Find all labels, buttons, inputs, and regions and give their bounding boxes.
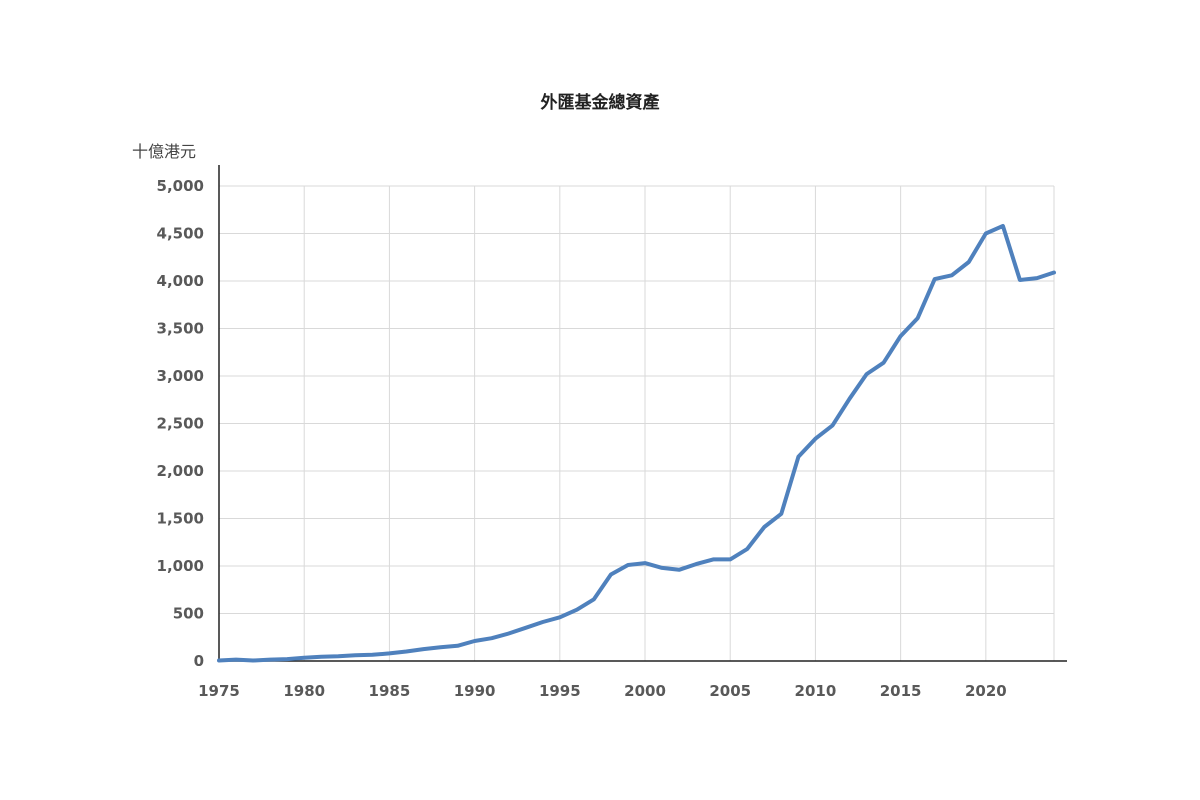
x-tick-label: 1995 — [539, 682, 581, 700]
gridlines — [219, 185, 1055, 661]
series-layer — [217, 223, 1056, 663]
x-tick-label: 2020 — [965, 682, 1007, 700]
x-tick-label: 2010 — [795, 682, 837, 700]
y-tick-label: 5,000 — [157, 177, 204, 195]
y-tick-label: 0 — [194, 652, 204, 670]
axes — [218, 165, 1067, 662]
series-line — [217, 223, 1056, 663]
x-tick-label: 1975 — [198, 682, 240, 700]
y-axis-unit-label: 十億港元 — [132, 142, 196, 161]
x-tick-label: 1990 — [454, 682, 496, 700]
y-tick-label: 3,000 — [157, 367, 204, 385]
x-axis-ticks: 1975 1980 1985 1990 1995 2000 2005 2010 2015 2020 — [198, 682, 1007, 700]
y-tick-label: 4,000 — [157, 272, 204, 290]
x-tick-label: 2000 — [624, 682, 666, 700]
y-tick-label: 2,000 — [157, 462, 204, 480]
x-tick-label: 1980 — [283, 682, 325, 700]
x-tick-label: 2015 — [880, 682, 922, 700]
y-tick-label: 1,500 — [157, 510, 204, 528]
x-tick-label: 1985 — [369, 682, 411, 700]
y-tick-label: 4,500 — [157, 225, 204, 243]
y-tick-label: 2,500 — [157, 415, 204, 433]
chart-title: 外匯基金總資產 — [541, 92, 660, 113]
y-tick-label: 3,500 — [157, 320, 204, 338]
y-tick-label: 1,000 — [157, 557, 204, 575]
y-axis-ticks: 0 500 1,000 1,500 2,000 2,500 3,000 3,500 4,000 4… — [157, 177, 204, 670]
x-tick-label: 2005 — [709, 682, 751, 700]
y-tick-label: 500 — [173, 605, 204, 623]
